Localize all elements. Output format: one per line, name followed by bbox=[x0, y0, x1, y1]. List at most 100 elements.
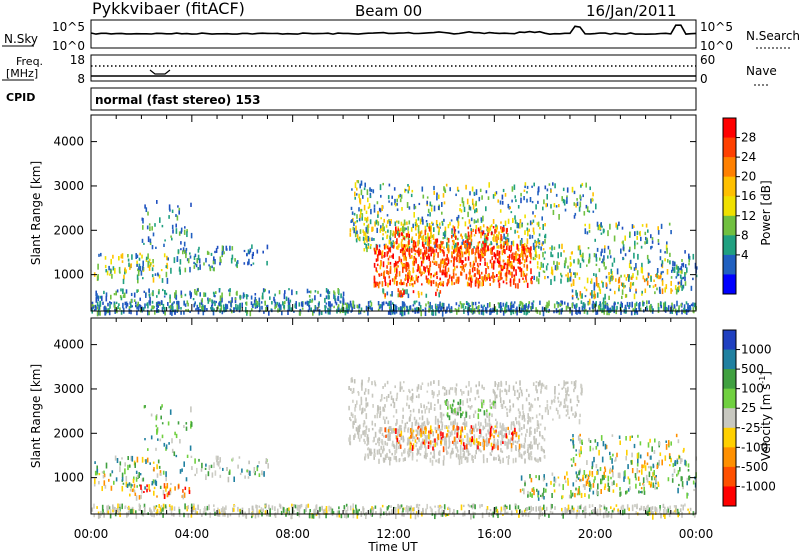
data-cell bbox=[373, 247, 376, 252]
data-cell bbox=[491, 310, 493, 314]
data-cell bbox=[628, 305, 630, 310]
data-cell bbox=[442, 193, 445, 198]
data-cell bbox=[425, 303, 427, 307]
data-cell bbox=[430, 451, 432, 455]
data-cell bbox=[445, 425, 448, 428]
data-cell bbox=[189, 252, 191, 255]
data-cell bbox=[663, 302, 665, 308]
data-cell bbox=[172, 306, 174, 311]
data-cell bbox=[112, 509, 114, 513]
data-cell bbox=[482, 230, 485, 234]
data-cell bbox=[484, 274, 487, 281]
data-cell bbox=[215, 455, 218, 460]
data-cell bbox=[356, 187, 358, 191]
data-cell bbox=[348, 437, 350, 442]
data-cell bbox=[468, 441, 471, 445]
data-cell bbox=[97, 513, 100, 519]
data-cell bbox=[445, 183, 448, 187]
data-cell bbox=[99, 295, 102, 299]
data-cell bbox=[197, 254, 200, 261]
data-cell bbox=[570, 283, 573, 287]
data-cell bbox=[438, 451, 440, 456]
data-cell bbox=[184, 249, 186, 254]
data-cell bbox=[418, 417, 421, 420]
data-cell bbox=[165, 265, 168, 269]
data-cell bbox=[537, 186, 540, 192]
data-cell bbox=[385, 224, 388, 228]
data-cell bbox=[248, 460, 250, 465]
data-cell bbox=[539, 300, 541, 305]
data-cell bbox=[214, 294, 216, 298]
data-cell bbox=[437, 205, 440, 211]
data-cell bbox=[601, 280, 603, 284]
data-cell bbox=[498, 261, 501, 267]
data-cell bbox=[171, 438, 173, 444]
data-cell bbox=[530, 505, 532, 512]
data-cell bbox=[477, 218, 479, 223]
data-cell bbox=[446, 263, 449, 266]
data-cell bbox=[558, 244, 561, 249]
data-cell bbox=[600, 505, 603, 508]
data-cell bbox=[233, 508, 235, 512]
data-cell bbox=[463, 510, 466, 517]
data-cell bbox=[365, 425, 368, 430]
data-cell bbox=[505, 228, 508, 234]
data-cell bbox=[579, 291, 582, 297]
data-cell bbox=[429, 440, 432, 445]
data-cell bbox=[538, 254, 541, 260]
data-cell bbox=[557, 410, 559, 415]
data-cell bbox=[541, 242, 543, 247]
data-cell bbox=[588, 307, 591, 310]
data-cell bbox=[155, 511, 158, 515]
data-cell bbox=[650, 506, 652, 512]
data-cell bbox=[156, 464, 158, 470]
data-cell bbox=[472, 264, 475, 269]
data-cell bbox=[373, 281, 376, 288]
data-cell bbox=[607, 230, 609, 237]
data-cell bbox=[365, 413, 368, 420]
data-cell bbox=[354, 197, 356, 200]
data-cell bbox=[236, 290, 238, 296]
data-cell bbox=[430, 228, 432, 235]
data-cell bbox=[681, 269, 683, 274]
data-cell bbox=[351, 379, 354, 383]
data-cell bbox=[165, 475, 167, 482]
data-cell bbox=[93, 513, 95, 518]
data-cell bbox=[447, 429, 449, 433]
data-cell bbox=[220, 259, 222, 264]
data-cell bbox=[603, 255, 605, 261]
data-cell bbox=[366, 189, 369, 196]
data-cell bbox=[457, 221, 460, 227]
data-cell bbox=[518, 304, 521, 309]
data-cell bbox=[681, 285, 684, 290]
data-cell bbox=[449, 452, 452, 459]
data-cell bbox=[491, 275, 493, 279]
data-cell bbox=[499, 391, 501, 398]
data-cell bbox=[528, 310, 530, 313]
data-cell bbox=[382, 233, 384, 236]
data-cell bbox=[482, 439, 485, 443]
data-cell bbox=[98, 309, 100, 312]
data-cell bbox=[481, 230, 483, 233]
data-cell bbox=[112, 254, 114, 259]
data-cell bbox=[350, 388, 352, 391]
data-cell bbox=[613, 302, 615, 309]
data-cell bbox=[104, 484, 107, 489]
data-cell bbox=[164, 504, 167, 509]
data-cell bbox=[439, 277, 441, 281]
data-cell bbox=[507, 426, 509, 431]
data-cell bbox=[355, 427, 358, 432]
data-cell bbox=[532, 507, 534, 511]
data-cell bbox=[254, 296, 257, 301]
data-cell bbox=[558, 392, 560, 395]
data-cell bbox=[305, 504, 308, 508]
data-cell bbox=[444, 230, 446, 237]
data-cell bbox=[211, 265, 213, 269]
data-cell bbox=[93, 503, 95, 509]
data-cell bbox=[278, 302, 281, 309]
data-cell bbox=[490, 241, 492, 246]
data-cell bbox=[387, 257, 390, 261]
data-cell bbox=[487, 227, 489, 232]
data-cell bbox=[442, 459, 445, 466]
